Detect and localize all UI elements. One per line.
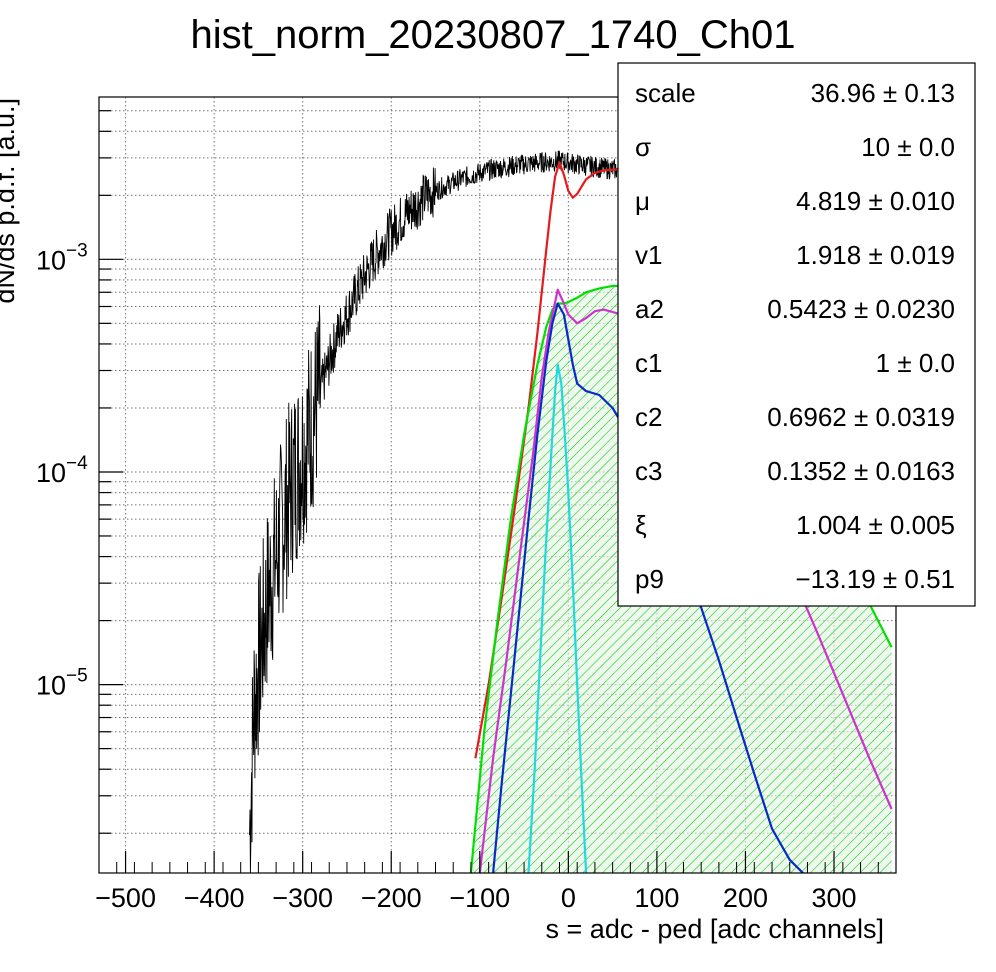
- y-tick-label: 10−4: [36, 453, 88, 488]
- stat-value: 1.918 ± 0.019: [796, 240, 955, 270]
- x-tick-label: −200: [361, 883, 422, 913]
- x-tick-label: −300: [272, 883, 333, 913]
- x-tick-label: −100: [449, 883, 510, 913]
- y-tick-label: 10−3: [36, 240, 88, 275]
- stat-name: c1: [635, 348, 662, 378]
- axes: −500 −400 −300 −200 −100 0 100 200 300 10−3 10−4 10…: [36, 110, 897, 913]
- stat-value: −13.19 ± 0.51: [795, 564, 955, 594]
- stat-name: σ: [635, 132, 651, 162]
- stat-value: 1 ± 0.0: [876, 348, 955, 378]
- stat-value: 4.819 ± 0.010: [796, 186, 955, 216]
- x-tick-label: 100: [634, 883, 679, 913]
- y-tick-label: 10−5: [36, 666, 88, 701]
- x-tick-label: −500: [95, 883, 156, 913]
- stat-value: 0.1352 ± 0.0163: [767, 456, 955, 486]
- stat-name: μ: [635, 186, 650, 216]
- stat-name: scale: [635, 78, 696, 108]
- stat-name: v1: [635, 240, 662, 270]
- fit-stats-box: scale 36.96 ± 0.13 σ 10 ± 0.0 μ 4.819 ± 0.010…: [617, 62, 976, 607]
- stat-name: c3: [635, 456, 662, 486]
- x-tick-label: 200: [723, 883, 768, 913]
- chart-title: hist_norm_20230807_1740_Ch01: [191, 13, 796, 57]
- stat-value: 0.6962 ± 0.0319: [767, 402, 955, 432]
- stat-value: 1.004 ± 0.005: [796, 510, 955, 540]
- stat-value: 36.96 ± 0.13: [811, 78, 955, 108]
- stat-name: ξ: [635, 510, 647, 540]
- series-component_blue: [492, 302, 804, 873]
- y-axis-label: dN/ds p.d.f. [a.u.]: [0, 98, 20, 304]
- x-axis-label: s = adc - ped [adc channels]: [546, 914, 884, 944]
- stat-name: p9: [635, 564, 664, 594]
- stat-value: 0.5423 ± 0.0230: [767, 294, 955, 324]
- series-component_cyan: [527, 363, 588, 873]
- x-tick-label: −400: [184, 883, 245, 913]
- stat-value: 10 ± 0.0: [861, 132, 955, 162]
- stat-name: a2: [635, 294, 664, 324]
- x-tick-label: 0: [561, 883, 576, 913]
- stat-name: c2: [635, 402, 662, 432]
- x-tick-label: 300: [811, 883, 856, 913]
- series-data_histogram: [249, 150, 622, 873]
